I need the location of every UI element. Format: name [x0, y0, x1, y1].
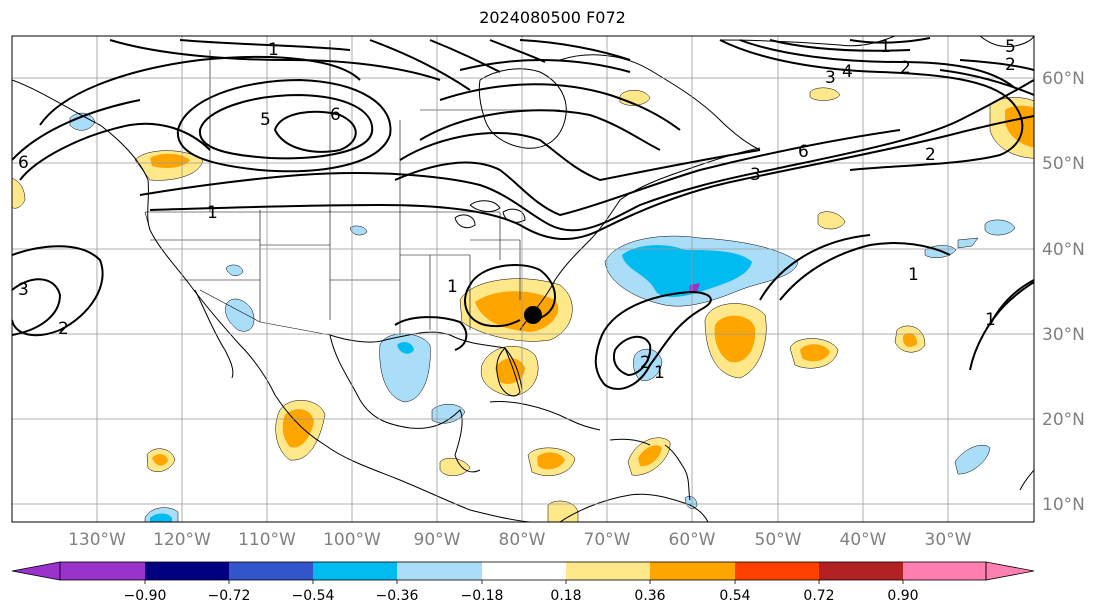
colorbar-tick-label: −0.54 — [292, 588, 335, 604]
lon-label: 60°W — [669, 530, 716, 550]
colorbar-tick-label: 0.36 — [634, 588, 665, 604]
contour-label: 6 — [798, 142, 809, 162]
colorbar-tick-label: −0.72 — [208, 588, 251, 604]
colorbar-tick-label: −0.18 — [461, 588, 504, 604]
colorbar-segment — [397, 562, 482, 580]
contour-lines — [12, 37, 1034, 390]
storm-center-dot — [524, 306, 542, 324]
lon-label: 90°W — [414, 530, 461, 550]
colorbar-segment — [650, 562, 735, 580]
colorbar-segment — [903, 562, 986, 580]
colorbar-tick-label: 0.72 — [803, 588, 834, 604]
colorbar-extend-min — [11, 561, 61, 581]
contour-label: 1 — [880, 37, 891, 57]
colorbar-tick-label: 0.54 — [719, 588, 750, 604]
longitude-labels: 130°W 120°W 110°W 100°W 90°W 80°W 70°W 6… — [68, 530, 972, 550]
positive-anomaly-regions — [12, 87, 1034, 522]
colorbar: −0.90 −0.72 −0.54 −0.36 −0.18 0.18 0.36 … — [11, 561, 1035, 604]
latitude-labels: 60°N 50°N 40°N 30°N 20°N 10°N — [1042, 69, 1085, 515]
lon-label: 80°W — [499, 530, 546, 550]
lat-label: 60°N — [1042, 69, 1085, 89]
colorbar-segment — [60, 562, 145, 580]
contour-label: 1 — [908, 265, 919, 285]
colorbar-extend-max — [985, 561, 1035, 581]
contour-label: 2 — [58, 319, 69, 339]
colorbar-tick-label: −0.90 — [124, 588, 167, 604]
colorbar-segment — [229, 562, 313, 580]
lon-label: 120°W — [153, 530, 211, 550]
lat-label: 40°N — [1042, 240, 1085, 260]
lon-label: 110°W — [238, 530, 296, 550]
contour-label: 2 — [1005, 55, 1016, 75]
colorbar-segment — [566, 562, 650, 580]
lat-label: 10°N — [1042, 495, 1085, 515]
contour-label: 2 — [900, 58, 911, 78]
contour-label: 1 — [268, 40, 279, 60]
lat-label: 20°N — [1042, 410, 1085, 430]
contour-label: 3 — [825, 68, 836, 88]
contour-label: 1 — [654, 363, 665, 383]
contour-labels: 1 5 6 1 2 3 4 5 6 2 3 1 3 2 1 1 2 1 1 6 … — [18, 37, 1016, 383]
contour-label: 5 — [260, 110, 271, 130]
contour-label: 2 — [925, 145, 936, 165]
contour-label: 4 — [842, 62, 853, 82]
lon-label: 50°W — [755, 530, 802, 550]
colorbar-tick-label: −0.36 — [376, 588, 419, 604]
map-frame — [11, 35, 1035, 523]
colorbar-tick-label: 0.90 — [887, 588, 918, 604]
colorbar-segment — [145, 562, 229, 580]
map-title: 2024080500 F072 — [479, 8, 626, 27]
contour-label: 5 — [1005, 37, 1016, 57]
contour-label: 6 — [18, 153, 29, 173]
contour-label: 1 — [447, 277, 458, 297]
lat-label: 30°N — [1042, 325, 1085, 345]
colorbar-tick-label: 0.18 — [550, 588, 581, 604]
shaded-anomalies — [12, 87, 1034, 522]
lat-label: 50°N — [1042, 154, 1085, 174]
graticule — [12, 36, 1034, 522]
lon-label: 100°W — [323, 530, 381, 550]
lon-label: 130°W — [68, 530, 126, 550]
lon-label: 30°W — [925, 530, 972, 550]
colorbar-segment — [482, 562, 566, 580]
lon-label: 40°W — [840, 530, 887, 550]
lon-label: 70°W — [584, 530, 631, 550]
coastlines — [12, 36, 1034, 522]
contour-label: 2 — [640, 353, 651, 373]
colorbar-segment — [819, 562, 903, 580]
colorbar-segment — [735, 562, 819, 580]
colorbar-segment — [313, 562, 397, 580]
contour-label: 1 — [985, 310, 996, 330]
contour-label: 3 — [18, 280, 29, 300]
contour-label: 1 — [207, 203, 218, 223]
contour-label: 6 — [330, 105, 341, 125]
contour-label: 3 — [750, 165, 761, 185]
